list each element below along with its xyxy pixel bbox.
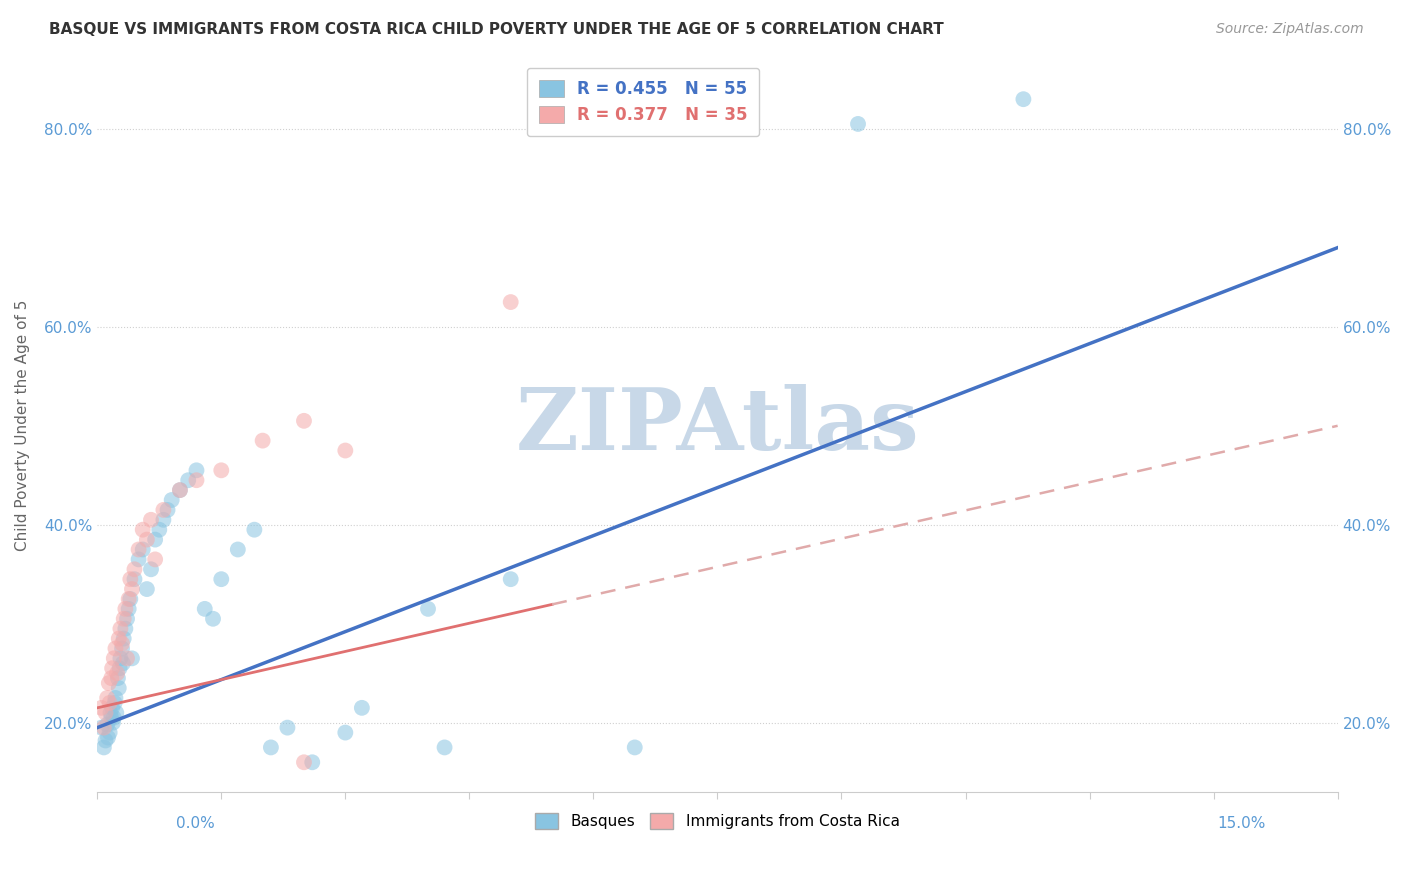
- Point: [209, 572, 232, 586]
- Point: [143, 552, 166, 566]
- Point: [103, 711, 125, 725]
- Point: [107, 671, 129, 685]
- Point: [124, 562, 146, 576]
- Point: [97, 676, 120, 690]
- Point: [103, 651, 125, 665]
- Point: [90, 721, 112, 735]
- Point: [846, 117, 869, 131]
- Point: [100, 671, 122, 685]
- Point: [100, 706, 122, 720]
- Point: [135, 582, 157, 596]
- Point: [292, 414, 315, 428]
- Text: 0.0%: 0.0%: [176, 816, 215, 831]
- Point: [101, 661, 124, 675]
- Point: [107, 681, 129, 695]
- Point: [121, 582, 143, 596]
- Point: [121, 651, 143, 665]
- Y-axis label: Child Poverty Under the Age of 5: Child Poverty Under the Age of 5: [15, 300, 30, 551]
- Point: [112, 612, 135, 626]
- Point: [226, 542, 249, 557]
- Point: [111, 641, 134, 656]
- Point: [97, 731, 120, 745]
- Point: [114, 622, 136, 636]
- Point: [128, 542, 150, 557]
- Point: [101, 715, 124, 730]
- Point: [111, 657, 134, 671]
- Point: [186, 473, 208, 487]
- Point: [139, 562, 162, 576]
- Point: [156, 503, 179, 517]
- Point: [105, 706, 128, 720]
- Point: [260, 740, 283, 755]
- Point: [148, 523, 170, 537]
- Point: [350, 701, 373, 715]
- Point: [100, 711, 122, 725]
- Point: [104, 690, 127, 705]
- Text: 15.0%: 15.0%: [1218, 816, 1265, 831]
- Point: [98, 696, 121, 710]
- Point: [96, 690, 118, 705]
- Point: [120, 572, 142, 586]
- Point: [169, 483, 191, 497]
- Point: [115, 651, 138, 665]
- Point: [98, 725, 121, 739]
- Point: [623, 740, 645, 755]
- Point: [499, 572, 522, 586]
- Point: [292, 756, 315, 770]
- Point: [110, 651, 132, 665]
- Point: [152, 503, 174, 517]
- Point: [209, 463, 232, 477]
- Point: [132, 542, 155, 557]
- Point: [335, 443, 357, 458]
- Point: [139, 513, 162, 527]
- Point: [118, 602, 141, 616]
- Point: [111, 636, 134, 650]
- Text: BASQUE VS IMMIGRANTS FROM COSTA RICA CHILD POVERTY UNDER THE AGE OF 5 CORRELATIO: BASQUE VS IMMIGRANTS FROM COSTA RICA CHI…: [49, 22, 943, 37]
- Point: [124, 572, 146, 586]
- Point: [252, 434, 274, 448]
- Point: [94, 706, 117, 720]
- Point: [276, 721, 298, 735]
- Point: [152, 513, 174, 527]
- Point: [107, 632, 129, 646]
- Point: [114, 602, 136, 616]
- Point: [335, 725, 357, 739]
- Point: [90, 701, 112, 715]
- Point: [118, 591, 141, 606]
- Point: [94, 733, 117, 747]
- Point: [108, 661, 131, 675]
- Point: [186, 463, 208, 477]
- Legend: Basques, Immigrants from Costa Rica: Basques, Immigrants from Costa Rica: [529, 807, 905, 836]
- Point: [143, 533, 166, 547]
- Point: [202, 612, 225, 626]
- Point: [160, 493, 183, 508]
- Point: [132, 523, 155, 537]
- Point: [115, 612, 138, 626]
- Point: [104, 641, 127, 656]
- Point: [101, 701, 124, 715]
- Point: [128, 552, 150, 566]
- Text: Source: ZipAtlas.com: Source: ZipAtlas.com: [1216, 22, 1364, 37]
- Point: [416, 602, 439, 616]
- Point: [135, 533, 157, 547]
- Point: [112, 632, 135, 646]
- Point: [93, 740, 115, 755]
- Point: [93, 721, 115, 735]
- Point: [499, 295, 522, 310]
- Point: [433, 740, 456, 755]
- Point: [194, 602, 217, 616]
- Point: [105, 666, 128, 681]
- Point: [104, 696, 127, 710]
- Point: [169, 483, 191, 497]
- Point: [96, 717, 118, 731]
- Point: [301, 756, 323, 770]
- Point: [243, 523, 266, 537]
- Point: [110, 622, 132, 636]
- Text: ZIPAtlas: ZIPAtlas: [516, 384, 920, 467]
- Point: [1012, 92, 1035, 106]
- Point: [177, 473, 200, 487]
- Point: [120, 591, 142, 606]
